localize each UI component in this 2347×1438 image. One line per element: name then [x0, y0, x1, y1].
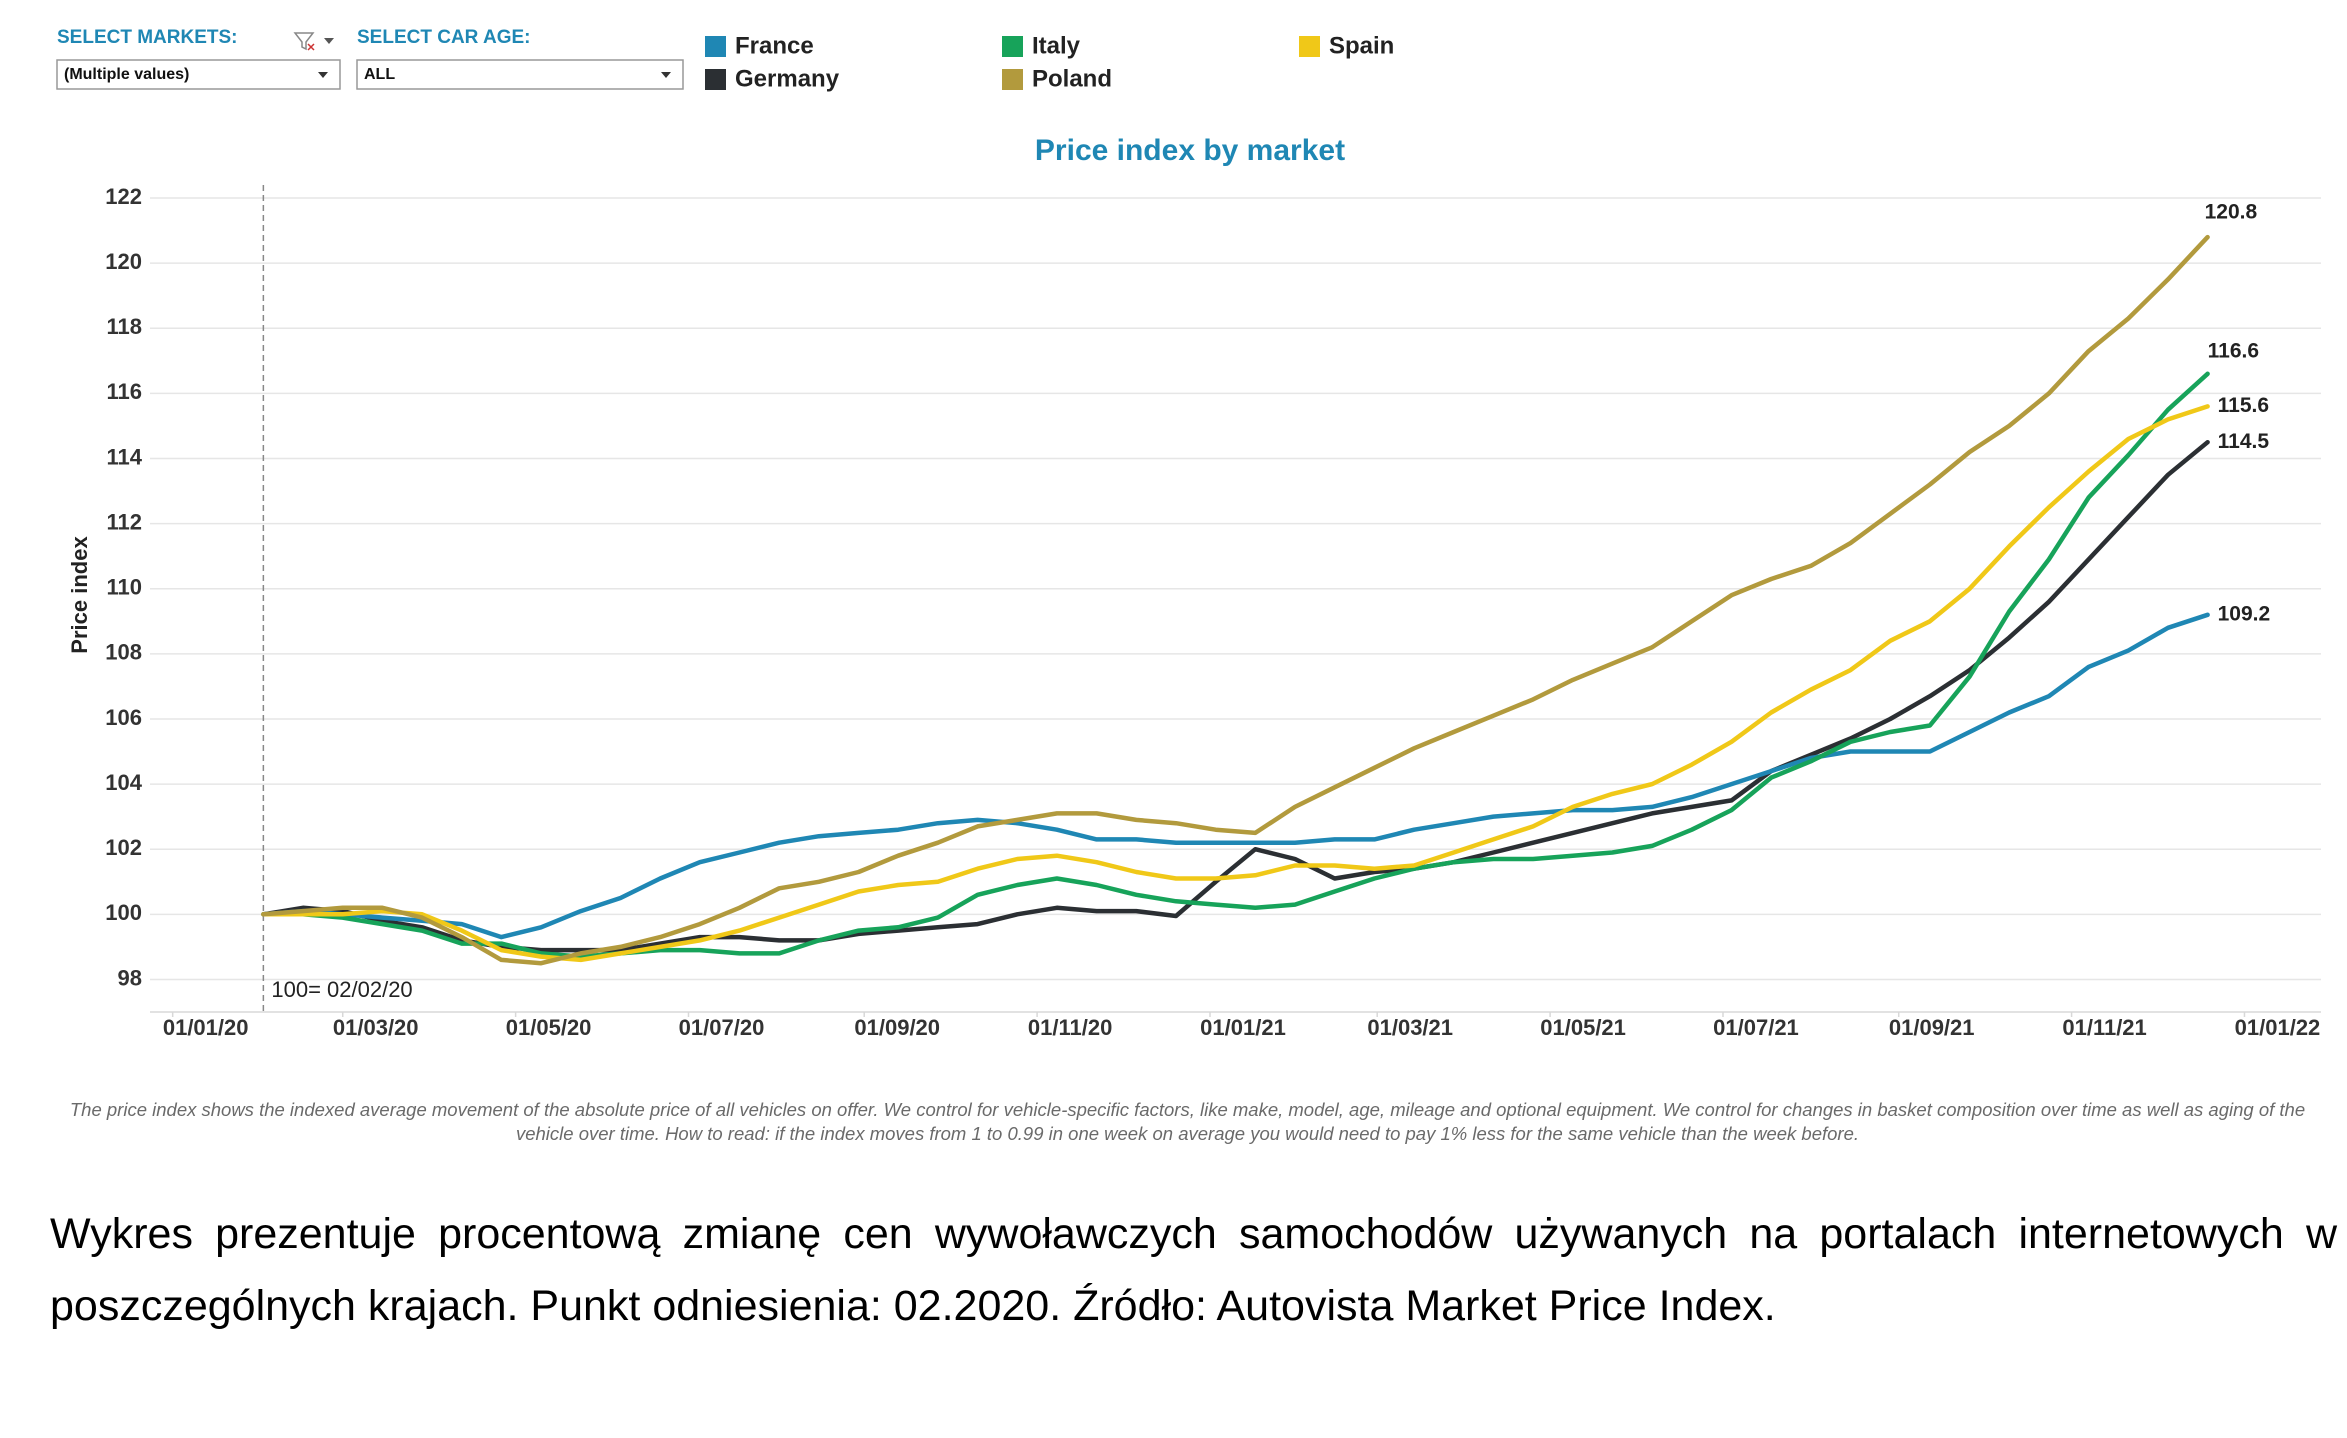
legend-label: Germany [735, 65, 840, 92]
end-label: 116.6 [2208, 339, 2259, 362]
end-label: 120.8 [2205, 201, 2258, 224]
y-tick-label: 116 [107, 379, 143, 404]
reference-label: 100= 02/02/20 [271, 977, 412, 1002]
x-tick-label: 01/11/21 [2062, 1015, 2146, 1040]
filter-arrow [324, 38, 334, 44]
y-tick-label: 100 [105, 900, 142, 925]
dropdown-arrow [318, 72, 328, 78]
y-axis-title: Price index [67, 536, 92, 654]
x-tick-label: 01/05/20 [506, 1015, 592, 1040]
y-tick-label: 118 [107, 314, 143, 339]
y-tick-label: 110 [107, 575, 143, 600]
x-tick-label: 01/09/20 [854, 1015, 940, 1040]
legend-swatch [1002, 36, 1023, 57]
series-line [261, 439, 2210, 953]
y-tick-label: 114 [107, 444, 143, 469]
end-label: 115.6 [2218, 394, 2269, 417]
legend-swatch [1002, 69, 1023, 90]
legend-swatch [705, 36, 726, 57]
markets-dropdown[interactable]: (Multiple values) [56, 59, 341, 90]
y-tick-label: 122 [105, 184, 142, 209]
dropdown-value: (Multiple values) [64, 66, 189, 83]
car-age-dropdown[interactable]: ALL [356, 59, 684, 90]
y-tick-label: 108 [105, 640, 142, 665]
series-line [261, 612, 2210, 940]
legend-label: Spain [1329, 32, 1394, 59]
legend-swatch [1299, 36, 1320, 57]
end-label: 114.5 [2218, 430, 2270, 453]
y-tick-label: 120 [105, 249, 142, 274]
x-tick-label: 01/05/21 [1540, 1015, 1626, 1040]
x-tick-label: 01/11/20 [1028, 1015, 1112, 1040]
dropdown-box [356, 59, 684, 90]
chart-title: Price index by market [1035, 134, 1345, 167]
legend-label: France [735, 32, 814, 59]
dropdown-box [56, 59, 341, 90]
dropdown-value: ALL [364, 66, 395, 83]
y-tick-label: 104 [105, 770, 142, 795]
filter-shape [293, 32, 315, 51]
dropdown-arrow [661, 72, 671, 78]
legend-label: Italy [1032, 32, 1081, 59]
car-age-label: SELECT CAR AGE: [357, 27, 530, 48]
series-line [261, 404, 2210, 963]
x-tick-label: 01/01/21 [1200, 1015, 1286, 1040]
end-label: 109.2 [2218, 602, 2271, 625]
x-tick-label: 01/01/22 [2235, 1015, 2321, 1040]
x-tick-label: 01/03/21 [1367, 1015, 1453, 1040]
y-tick-label: 98 [118, 965, 142, 990]
y-tick-label: 106 [105, 705, 142, 730]
x-tick-label: 01/07/21 [1713, 1015, 1799, 1040]
x-tick-label: 01/01/20 [163, 1015, 249, 1040]
dashboard: SELECT MARKETS: (Multiple values) SELECT… [56, 27, 2321, 1040]
series-line [261, 234, 2210, 966]
x-tick-label: 01/03/20 [333, 1015, 419, 1040]
x-tick-label: 01/09/21 [1889, 1015, 1975, 1040]
markets-label: SELECT MARKETS: [57, 27, 238, 48]
filter-clear [307, 43, 315, 51]
legend-label: Poland [1032, 65, 1112, 92]
filter-icon[interactable] [293, 32, 334, 51]
series-line [261, 371, 2210, 959]
legend-swatch [705, 69, 726, 90]
y-tick-label: 112 [107, 509, 143, 534]
caption: Wykres prezentuje procentową zmianę cen … [50, 1210, 2337, 1330]
y-tick-label: 102 [105, 835, 142, 860]
x-tick-label: 01/07/20 [679, 1015, 765, 1040]
footnote: The price index shows the indexed averag… [69, 1099, 2306, 1144]
